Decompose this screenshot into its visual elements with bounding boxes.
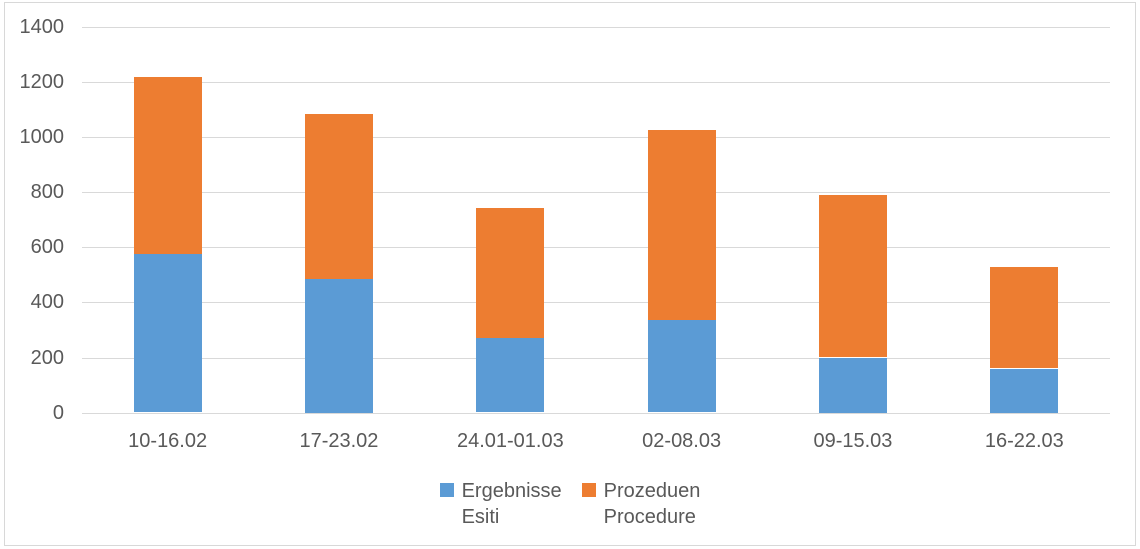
bar-segment-prozeduen (133, 76, 202, 255)
bar-segment-prozeduen (990, 266, 1059, 369)
legend-swatch-icon (439, 483, 454, 497)
x-tick-label: 17-23.02 (299, 430, 379, 452)
x-tick-label: 09-15.03 (813, 430, 893, 452)
y-tick-label: 800 (30, 181, 64, 204)
bar-segment-ergebnisse (133, 254, 202, 413)
x-tick-label: 10-16.02 (128, 430, 208, 452)
legend-label-line: Ergebnisse (461, 480, 562, 502)
gridline (82, 247, 1110, 249)
bar-segment-prozeduen (647, 130, 716, 321)
y-tick-label: 1400 (19, 16, 65, 39)
bar-segment-ergebnisse (476, 338, 545, 413)
legend-label: Prozeduen Procedure (604, 478, 701, 530)
bar-segment-ergebnisse (305, 279, 373, 413)
y-tick-label: 600 (30, 236, 64, 259)
bar-segment-ergebnisse (990, 368, 1059, 413)
gridline (82, 192, 1110, 194)
x-tick-label: 16-22.03 (984, 430, 1064, 452)
legend-label-line: Esiti (461, 506, 500, 528)
chart-legend: Ergebnisse Esiti Prozeduen Procedure (0, 478, 1140, 530)
x-tick-label: 02-08.03 (642, 430, 722, 452)
y-tick-label: 400 (30, 291, 64, 314)
y-tick-label: 200 (30, 346, 64, 369)
legend-swatch-icon (581, 483, 596, 497)
gridline (82, 357, 1110, 359)
bar-segment-prozeduen (305, 113, 373, 279)
bar-segment-ergebnisse (647, 320, 716, 413)
y-tick-label: 0 (52, 401, 64, 424)
x-tick-label: 24.01-01.03 (456, 430, 564, 452)
gridline (82, 302, 1110, 304)
y-tick-label: 1200 (19, 71, 65, 94)
bar-segment-prozeduen (819, 195, 887, 358)
y-tick-label: 1000 (19, 126, 65, 149)
bar-segment-ergebnisse (819, 357, 887, 413)
legend-label: Ergebnisse Esiti (462, 478, 562, 530)
legend-label-line: Prozeduen (603, 480, 701, 502)
gridline (82, 137, 1110, 139)
gridline (82, 412, 1110, 414)
gridline (82, 27, 1110, 29)
gridline (82, 82, 1110, 84)
legend-label-line: Procedure (603, 506, 696, 528)
legend-item: Prozeduen Procedure (581, 478, 701, 530)
legend-item: Ergebnisse Esiti (439, 478, 562, 530)
bar-segment-prozeduen (476, 207, 545, 339)
